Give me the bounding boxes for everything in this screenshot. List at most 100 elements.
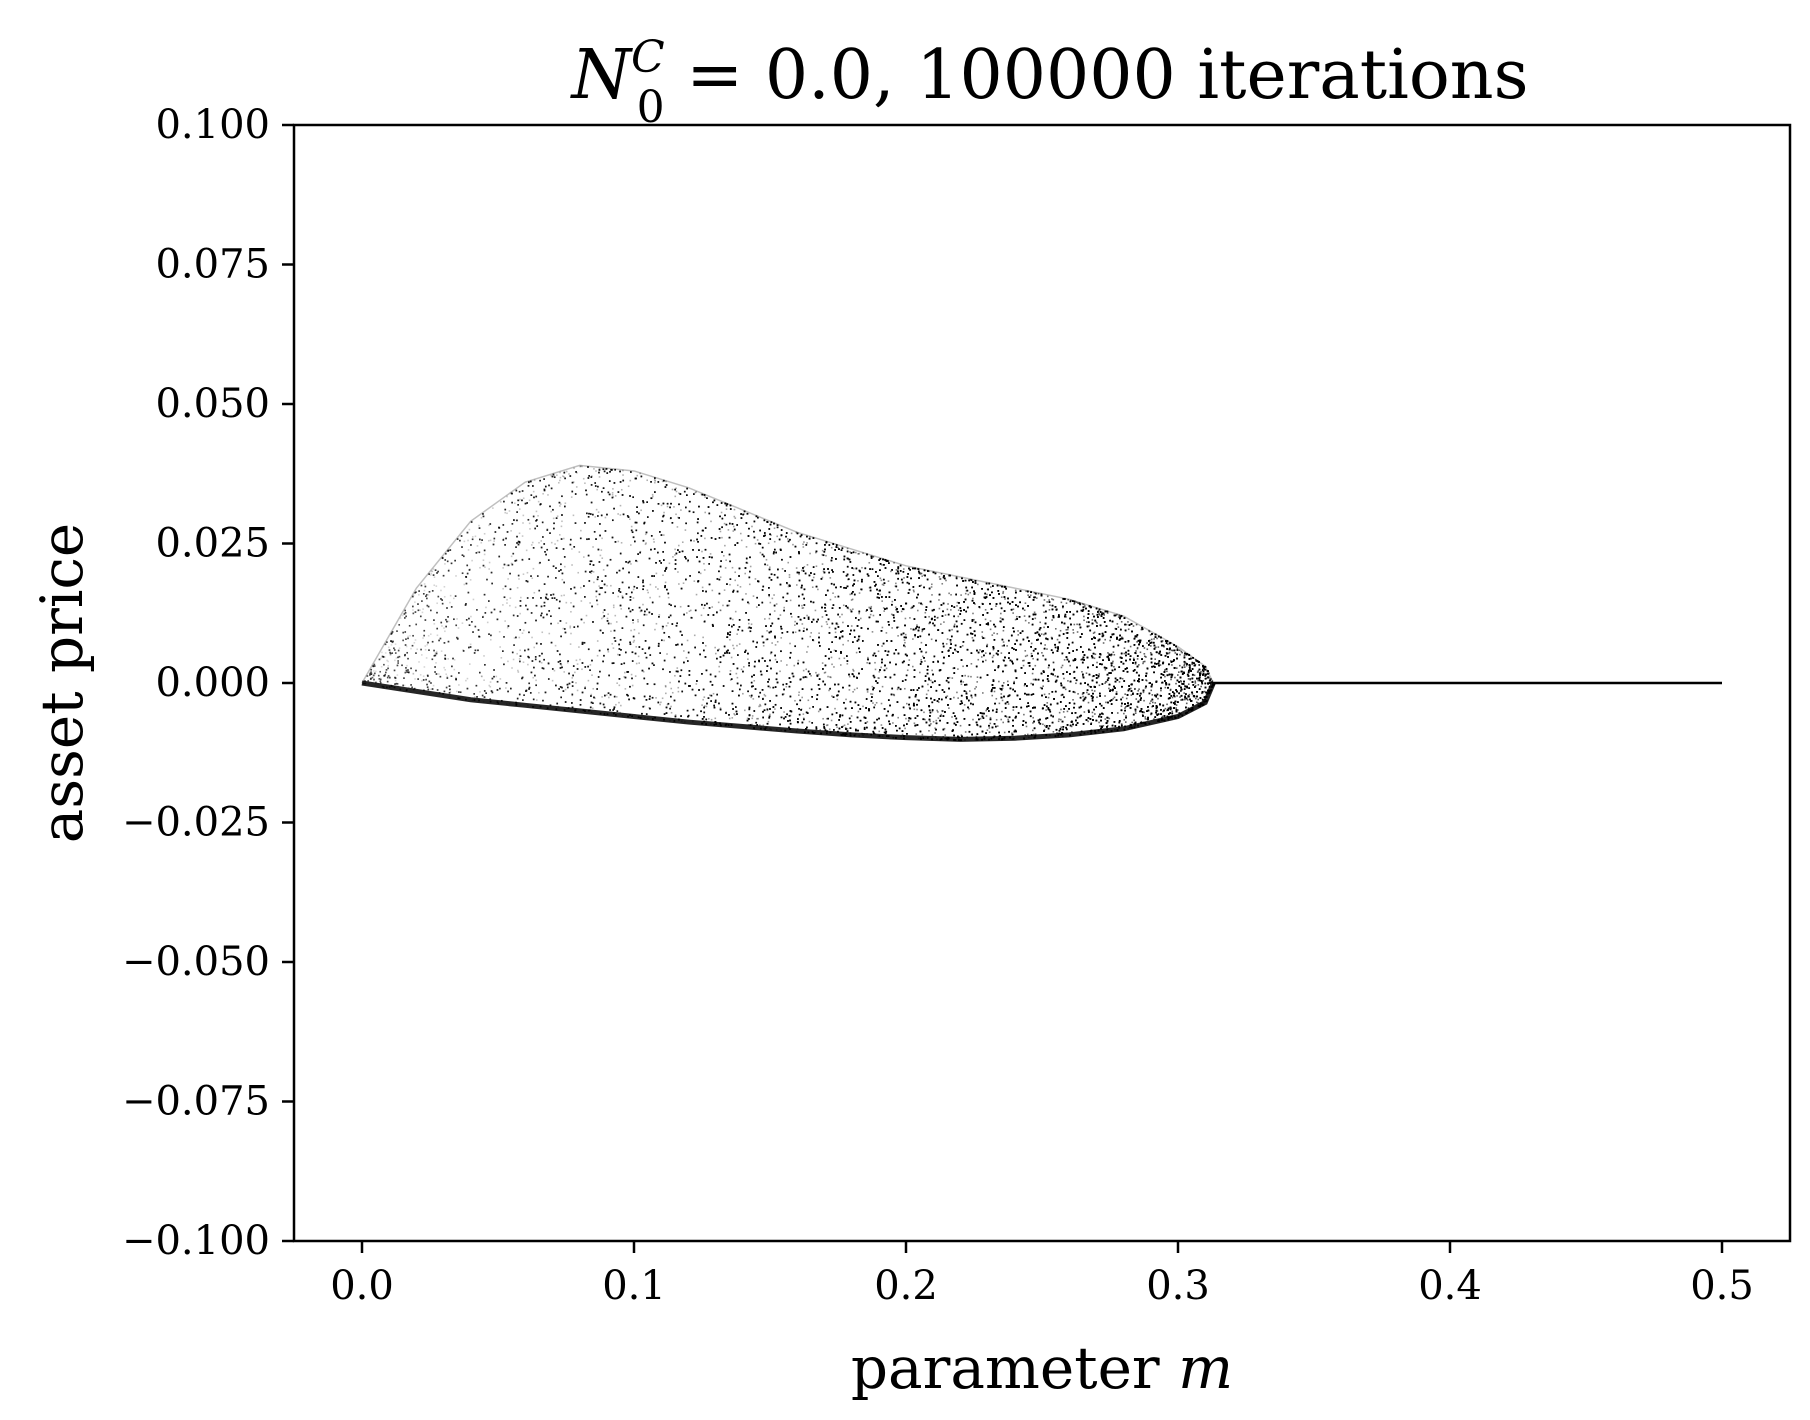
data-point [421, 611, 424, 614]
data-point [519, 498, 521, 501]
data-point [627, 561, 630, 564]
data-point [868, 606, 871, 609]
data-point [779, 614, 782, 616]
data-point [560, 525, 563, 528]
data-point [1081, 671, 1083, 673]
data-point [928, 587, 931, 590]
data-point [849, 561, 852, 563]
data-point [729, 578, 732, 580]
data-point [649, 583, 652, 586]
data-point [685, 578, 687, 581]
data-point [1179, 680, 1182, 682]
data-point [875, 701, 878, 704]
data-point [1102, 713, 1104, 715]
data-point [800, 709, 802, 711]
data-point [745, 612, 747, 614]
data-point [1189, 667, 1191, 670]
data-point [923, 718, 926, 721]
data-point [858, 592, 861, 594]
data-point [940, 698, 943, 701]
data-point [720, 502, 723, 504]
data-point [1049, 604, 1051, 607]
data-point [686, 487, 688, 490]
data-point [758, 660, 760, 663]
data-point [877, 677, 880, 679]
data-point [874, 668, 877, 671]
data-point [761, 553, 764, 556]
data-point [998, 680, 1000, 683]
data-point [718, 665, 720, 668]
data-point [845, 698, 847, 701]
data-point [596, 640, 599, 642]
data-point [931, 609, 934, 612]
data-point [777, 568, 779, 571]
data-point [563, 471, 566, 473]
data-point [653, 548, 656, 550]
data-point [752, 640, 755, 643]
data-point [846, 550, 849, 553]
data-point [835, 558, 837, 560]
data-point [848, 717, 851, 720]
data-point [742, 666, 745, 668]
data-point [757, 580, 759, 582]
data-point [671, 488, 674, 491]
data-point [469, 646, 472, 648]
data-point [924, 616, 927, 618]
data-point [420, 654, 423, 656]
data-point [531, 636, 533, 639]
data-point [661, 627, 664, 630]
data-point [1091, 689, 1093, 692]
data-point [785, 600, 788, 602]
data-point [786, 664, 788, 666]
data-point [412, 634, 414, 637]
data-point [838, 727, 841, 730]
data-point [919, 671, 921, 674]
data-point [705, 590, 707, 593]
data-point [919, 648, 921, 650]
data-point [986, 643, 989, 646]
data-point [753, 530, 755, 533]
data-point [521, 490, 524, 492]
data-point [809, 552, 811, 555]
data-point [910, 607, 912, 610]
data-point [766, 670, 768, 672]
data-point [909, 707, 911, 710]
data-point [444, 559, 447, 561]
data-point [703, 706, 705, 709]
data-point [763, 519, 766, 522]
data-point [695, 491, 697, 493]
data-point [372, 674, 375, 677]
data-point [410, 647, 412, 650]
data-point [924, 675, 927, 678]
data-point [868, 709, 871, 712]
data-point [584, 482, 586, 485]
data-point [390, 640, 393, 642]
data-point [583, 641, 586, 644]
data-point [843, 657, 846, 660]
data-point [415, 591, 417, 594]
data-point [925, 609, 927, 611]
data-point [491, 582, 493, 585]
data-point [815, 728, 818, 730]
data-point [486, 578, 488, 581]
data-point [724, 544, 726, 547]
data-point [545, 597, 548, 600]
data-point [706, 602, 708, 605]
data-point [611, 643, 614, 645]
data-point [839, 586, 842, 588]
data-point [806, 628, 808, 631]
data-point [723, 645, 726, 648]
data-point [890, 613, 893, 616]
data-point [373, 663, 376, 666]
data-point [709, 673, 712, 676]
data-point [566, 686, 569, 689]
data-point [858, 612, 860, 615]
data-point [1076, 631, 1079, 633]
data-point [916, 596, 918, 599]
data-point [642, 588, 644, 591]
data-point [888, 562, 890, 564]
data-point [439, 675, 442, 678]
data-point [879, 589, 881, 592]
data-point [828, 571, 830, 574]
data-point [783, 717, 785, 720]
